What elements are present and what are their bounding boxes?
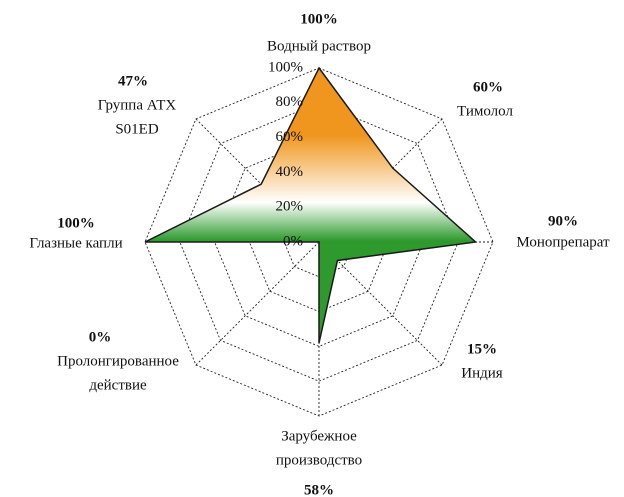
category-label: Пролонгированное [57, 353, 179, 369]
category-label: Группа АТХ [98, 97, 177, 113]
value-label: 47% [118, 73, 148, 89]
category-label: Зарубежное [281, 428, 357, 444]
category-label: действие [89, 377, 147, 393]
value-label: 100% [57, 215, 95, 231]
value-label: 90% [548, 213, 578, 229]
value-label: 60% [473, 79, 503, 95]
r-tick-label: 0% [283, 233, 303, 249]
category-label: Монопрепарат [516, 234, 610, 250]
r-tick-label: 40% [276, 164, 304, 180]
category-label: S01ED [115, 121, 159, 137]
category-label: Глазные капли [29, 235, 122, 251]
r-tick-label: 60% [276, 129, 304, 145]
category-label: Тимолол [457, 103, 513, 119]
radar-area [144, 66, 478, 344]
r-tick-label: 20% [276, 199, 304, 215]
category-label: Индия [461, 365, 503, 381]
value-label: 100% [300, 11, 338, 27]
grid-ring [214, 137, 424, 347]
axis-spoke [195, 241, 320, 366]
category-label: Водный раствор [267, 38, 371, 54]
axis-spoke [318, 241, 443, 366]
category-label: производство [276, 452, 362, 468]
value-label: 58% [304, 482, 334, 497]
r-tick-label: 100% [268, 59, 303, 75]
r-tick-label: 80% [276, 94, 304, 110]
value-label: 15% [467, 341, 497, 357]
value-label: 0% [89, 329, 112, 345]
